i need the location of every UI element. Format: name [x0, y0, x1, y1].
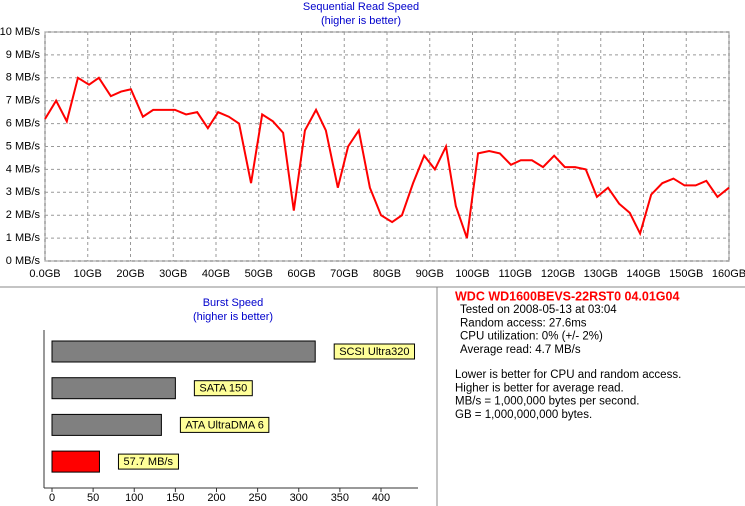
x-tick-label: 130GB [584, 268, 618, 280]
drive-title: WDC WD1600BEVS-22RST0 04.01G04 [455, 289, 679, 303]
x-tick-label: 30GB [159, 268, 187, 280]
x-tick-label: 0 [49, 492, 55, 504]
bar-label: SATA 150 [199, 383, 247, 395]
bar [51, 413, 162, 436]
y-tick-label: 4 MB/s [6, 163, 41, 175]
x-tick-label: 50 [87, 492, 99, 504]
chart-subtitle: (higher is better) [193, 311, 273, 323]
x-tick-label: 70GB [330, 268, 358, 280]
x-tick-label: 150GB [669, 268, 703, 280]
chart-title: Burst Speed [203, 297, 264, 309]
y-tick-label: 10 MB/s [0, 26, 40, 38]
bar [51, 377, 176, 400]
x-tick-label: 10GB [74, 268, 102, 280]
x-tick-label: 300 [290, 492, 308, 504]
note-line: GB = 1,000,000,000 bytes. [455, 409, 592, 421]
label-box [117, 453, 179, 470]
stat-line: Random access: 27.6ms [460, 317, 587, 329]
x-tick-label: 50GB [245, 268, 273, 280]
label-box [179, 416, 270, 433]
x-tick-label: 250 [248, 492, 266, 504]
y-tick-label: 3 MB/s [6, 186, 41, 198]
x-tick-label: 120GB [541, 268, 575, 280]
bar-label: 57.7 MB/s [123, 456, 173, 468]
stat-line: Average read: 4.7 MB/s [460, 344, 581, 356]
label-box [333, 343, 416, 360]
chart-title: Sequential Read Speed [303, 1, 419, 13]
x-tick-label: 60GB [287, 268, 315, 280]
x-tick-label: 140GB [626, 268, 660, 280]
label-box [193, 380, 253, 397]
y-tick-label: 2 MB/s [6, 209, 41, 221]
y-tick-label: 6 MB/s [6, 118, 41, 130]
chart-subtitle: (higher is better) [321, 15, 401, 27]
x-tick-label: 350 [331, 492, 349, 504]
x-tick-label: 100 [125, 492, 143, 504]
x-tick-label: 0.0GB [29, 268, 60, 280]
x-tick-label: 80GB [373, 268, 401, 280]
y-tick-label: 5 MB/s [6, 140, 41, 152]
bar-label: SCSI Ultra320 [339, 346, 409, 358]
x-tick-label: 90GB [416, 268, 444, 280]
y-tick-label: 7 MB/s [6, 95, 41, 107]
bar [51, 450, 100, 473]
x-tick-label: 20GB [116, 268, 144, 280]
x-tick-label: 110GB [499, 268, 532, 280]
x-tick-label: 40GB [202, 268, 230, 280]
x-tick-label: 200 [207, 492, 225, 504]
note-line: Higher is better for average read. [455, 382, 624, 394]
x-tick-label: 100GB [455, 268, 489, 280]
x-tick-label: 150 [166, 492, 184, 504]
stat-line: Tested on 2008-05-13 at 03:04 [460, 304, 617, 316]
bar [51, 340, 316, 363]
note-line: Lower is better for CPU and random acces… [455, 369, 681, 381]
y-tick-label: 9 MB/s [6, 49, 41, 61]
x-tick-label: 400 [372, 492, 390, 504]
x-tick-label: 160GB [712, 268, 745, 280]
y-tick-label: 8 MB/s [6, 72, 41, 84]
note-line: MB/s = 1,000,000 bytes per second. [455, 396, 639, 408]
y-tick-label: 0 MB/s [6, 255, 41, 267]
bar-label: ATA UltraDMA 6 [185, 419, 263, 431]
stat-line: CPU utilization: 0% (+/- 2%) [460, 331, 603, 343]
read-speed-line [44, 76, 730, 239]
y-tick-label: 1 MB/s [6, 232, 41, 244]
